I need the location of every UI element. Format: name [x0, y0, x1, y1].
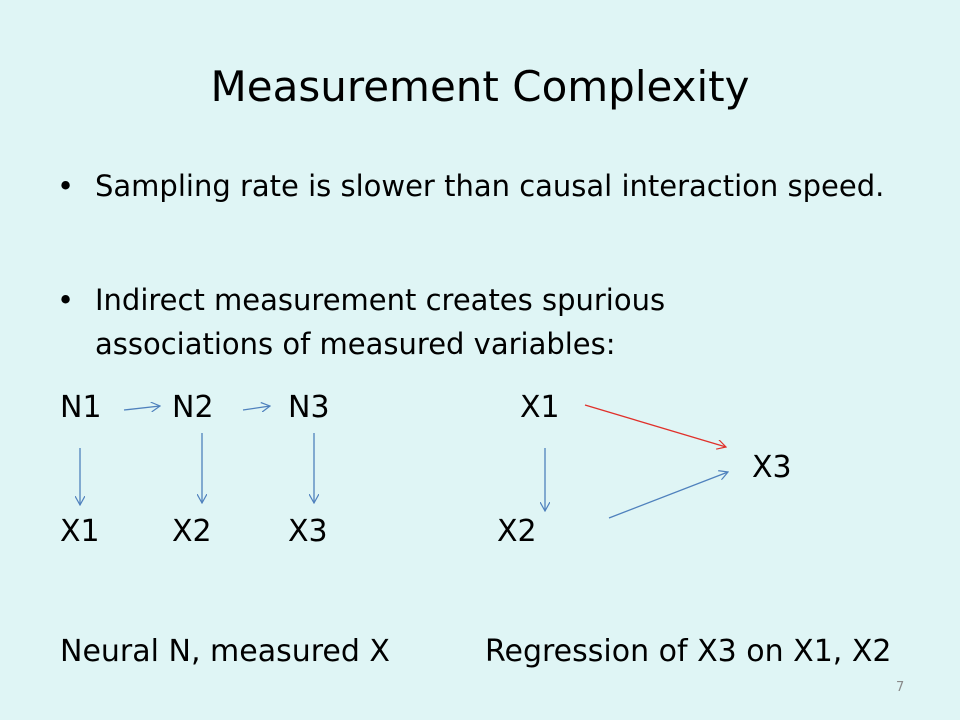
node-label: N1	[60, 390, 102, 425]
arrow	[123, 406, 160, 410]
node-label: X3	[288, 514, 328, 549]
node-label: X3	[752, 450, 792, 485]
node-label: X1	[60, 514, 100, 549]
arrow	[584, 404, 726, 447]
bullet: Indirect measurement creates spurious as…	[57, 278, 795, 366]
caption: Regression of X3 on X1, X2	[485, 634, 892, 669]
node-label: X2	[497, 514, 537, 549]
arrow	[242, 406, 270, 410]
arrow	[608, 472, 728, 519]
node-label: X1	[520, 390, 560, 425]
bullet: Sampling rate is slower than causal inte…	[57, 164, 905, 208]
page-number: 7	[896, 680, 905, 695]
node-label: X2	[172, 514, 212, 549]
node-label: N3	[288, 390, 330, 425]
node-label: N2	[172, 390, 214, 425]
slide-title: Measurement Complexity	[210, 62, 750, 111]
caption: Neural N, measured X	[60, 634, 390, 669]
